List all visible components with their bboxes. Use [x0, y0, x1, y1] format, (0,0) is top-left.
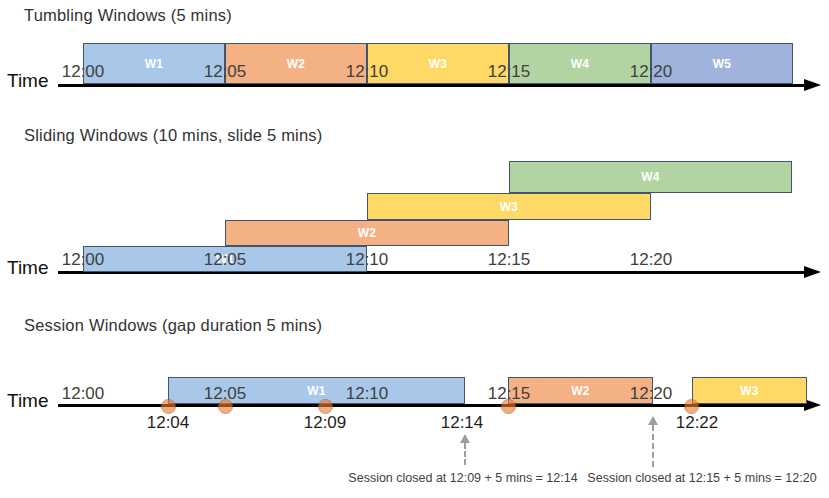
- event-dot: [684, 399, 699, 414]
- tick-label: 12:05: [204, 250, 247, 270]
- tumbling-timeline-arrow-icon: [804, 79, 821, 91]
- tick-label: 12:20: [630, 250, 673, 270]
- window-label: W1: [145, 57, 164, 71]
- window-label: W4: [571, 57, 590, 71]
- sliding-window-w4: W4: [509, 161, 792, 193]
- session-close-arrow-dash: [464, 443, 466, 465]
- event-time-label: 12:04: [147, 413, 190, 433]
- tick-label: 12:10: [346, 384, 389, 404]
- session-close-note: Session closed at 12:09 + 5 mins = 12:14: [348, 471, 577, 485]
- event-time-label: 12:22: [676, 413, 719, 433]
- sliding-window-w3: W3: [367, 193, 651, 220]
- tick-label: 12:15: [488, 384, 531, 404]
- window-label: W3: [740, 384, 759, 398]
- tumbling-section-title: Tumbling Windows (5 mins): [24, 6, 232, 25]
- window-label: W1: [307, 384, 326, 398]
- sliding-time-label: Time: [7, 257, 49, 279]
- tick-label: 12:00: [62, 384, 105, 404]
- sliding-timeline-arrow-icon: [804, 266, 821, 278]
- tick-label: 12:10: [346, 250, 389, 270]
- event-dot: [318, 399, 333, 414]
- session-time-label: Time: [7, 390, 49, 412]
- window-label: W3: [500, 200, 519, 214]
- tick-label: 12:15: [488, 250, 531, 270]
- event-dot: [161, 399, 176, 414]
- window-label: W2: [358, 226, 377, 240]
- session-window-w3: W3: [692, 377, 807, 404]
- tumbling-time-label: Time: [7, 70, 49, 92]
- tick-label: 12:15: [488, 62, 531, 82]
- tick-label: 12:10: [346, 62, 389, 82]
- sliding-window-w2: W2: [225, 220, 509, 246]
- window-label: W4: [641, 170, 660, 184]
- event-time-label: 12:09: [304, 413, 347, 433]
- tick-label: 12:05: [204, 62, 247, 82]
- tumbling-timeline: [58, 84, 806, 87]
- session-close-arrow-icon: [648, 416, 658, 425]
- session-close-arrow-icon: [460, 434, 470, 443]
- tick-label: 12:05: [204, 384, 247, 404]
- window-label: W2: [571, 384, 590, 398]
- tick-label: 12:00: [62, 62, 105, 82]
- sliding-section-title: Sliding Windows (10 mins, slide 5 mins): [24, 126, 322, 145]
- session-close-arrow-dash: [652, 425, 654, 467]
- tumbling-window-w5: W5: [651, 43, 793, 84]
- windowing-strategies-diagram: Tumbling Windows (5 mins) Time W1 W2 W3 …: [0, 0, 829, 498]
- tick-label: 12:00: [62, 250, 105, 270]
- tick-label: 12:20: [630, 384, 673, 404]
- window-label: W3: [429, 57, 448, 71]
- window-label: W2: [287, 57, 306, 71]
- event-time-label: 12:14: [441, 413, 484, 433]
- session-close-note: Session closed at 12:15 + 5 mins = 12:20: [587, 471, 816, 485]
- window-label: W5: [713, 57, 732, 71]
- tick-label: 12:20: [630, 62, 673, 82]
- session-section-title: Session Windows (gap duration 5 mins): [24, 316, 322, 335]
